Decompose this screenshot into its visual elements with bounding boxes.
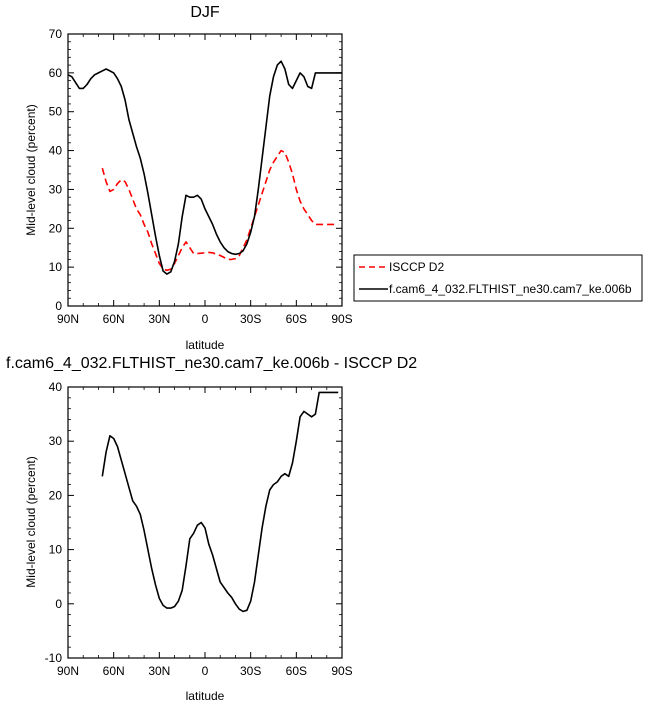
bottom-y-tick-label: 0 bbox=[55, 597, 62, 611]
top-x-tick-label: 30S bbox=[240, 312, 261, 326]
bottom-y-tick-label: 30 bbox=[49, 434, 63, 448]
top-y-tick-label: 30 bbox=[49, 182, 63, 196]
top-y-tick-label: 50 bbox=[49, 105, 63, 119]
top-x-tick-label: 60N bbox=[103, 312, 125, 326]
bottom-y-tick-label: 10 bbox=[49, 543, 63, 557]
bottom-x-tick-label: 90N bbox=[57, 664, 79, 678]
bottom-y-tick-label: -10 bbox=[45, 651, 63, 665]
top-x-tick-label: 90S bbox=[331, 312, 352, 326]
bottom-chart-title: f.cam6_4_032.FLTHIST_ne30.cam7_ke.006b -… bbox=[6, 355, 417, 372]
legend-box bbox=[353, 254, 643, 302]
top-x-tick-label: 60S bbox=[286, 312, 307, 326]
top-series-lines bbox=[67, 60, 342, 275]
top-y-axis: 0 10 20 30 40 50 60 70 bbox=[49, 27, 342, 313]
top-y-axis-label: Mid-level cloud (percent) bbox=[24, 104, 38, 235]
bottom-x-axis: 90N 60N 30N 0 30S 60S 90S bbox=[57, 387, 353, 678]
top-y-tick-label: 60 bbox=[49, 66, 63, 80]
bottom-x-tick-label: 30N bbox=[148, 664, 170, 678]
bottom-series-lines bbox=[101, 391, 339, 613]
top-y-tick-label: 0 bbox=[55, 299, 62, 313]
bottom-y-tick-label: 20 bbox=[49, 488, 63, 502]
top-y-tick-label: 20 bbox=[49, 221, 63, 235]
top-x-tick-label: 90N bbox=[57, 312, 79, 326]
top-x-tick-label: 30N bbox=[148, 312, 170, 326]
bottom-plot-frame bbox=[67, 386, 343, 659]
bottom-x-tick-label: 60S bbox=[286, 664, 307, 678]
bottom-series-line-0 bbox=[101, 391, 339, 613]
top-y-tick-label: 10 bbox=[49, 260, 63, 274]
top-x-axis-label: latitude bbox=[186, 338, 225, 352]
top-chart-title: DJF bbox=[190, 4, 220, 21]
legend-label-model: f.cam6_4_032.FLTHIST_ne30.cam7_ke.006b bbox=[389, 282, 632, 296]
bottom-y-axis: -10 0 10 20 30 40 bbox=[45, 380, 342, 665]
top-x-tick-label: 0 bbox=[202, 312, 209, 326]
legend-label-isccp: ISCCP D2 bbox=[389, 260, 444, 274]
bottom-panel: f.cam6_4_032.FLTHIST_ne30.cam7_ke.006b -… bbox=[6, 355, 417, 703]
bottom-x-tick-label: 30S bbox=[240, 664, 261, 678]
bottom-x-tick-label: 90S bbox=[331, 664, 352, 678]
top-y-tick-label: 40 bbox=[49, 144, 63, 158]
top-x-axis: 90N 60N 30N 0 30S 60S 90S bbox=[57, 34, 353, 326]
top-series-line-1 bbox=[67, 60, 342, 275]
bottom-x-tick-label: 0 bbox=[202, 664, 209, 678]
bottom-y-axis-label: Mid-level cloud (percent) bbox=[24, 456, 38, 587]
top-series-line-0 bbox=[101, 149, 339, 272]
top-y-tick-label: 70 bbox=[49, 27, 63, 41]
bottom-y-tick-label: 40 bbox=[49, 380, 63, 394]
legend: ISCCP D2 f.cam6_4_032.FLTHIST_ne30.cam7_… bbox=[353, 254, 643, 302]
bottom-x-axis-label: latitude bbox=[186, 689, 225, 703]
bottom-x-tick-label: 60N bbox=[103, 664, 125, 678]
